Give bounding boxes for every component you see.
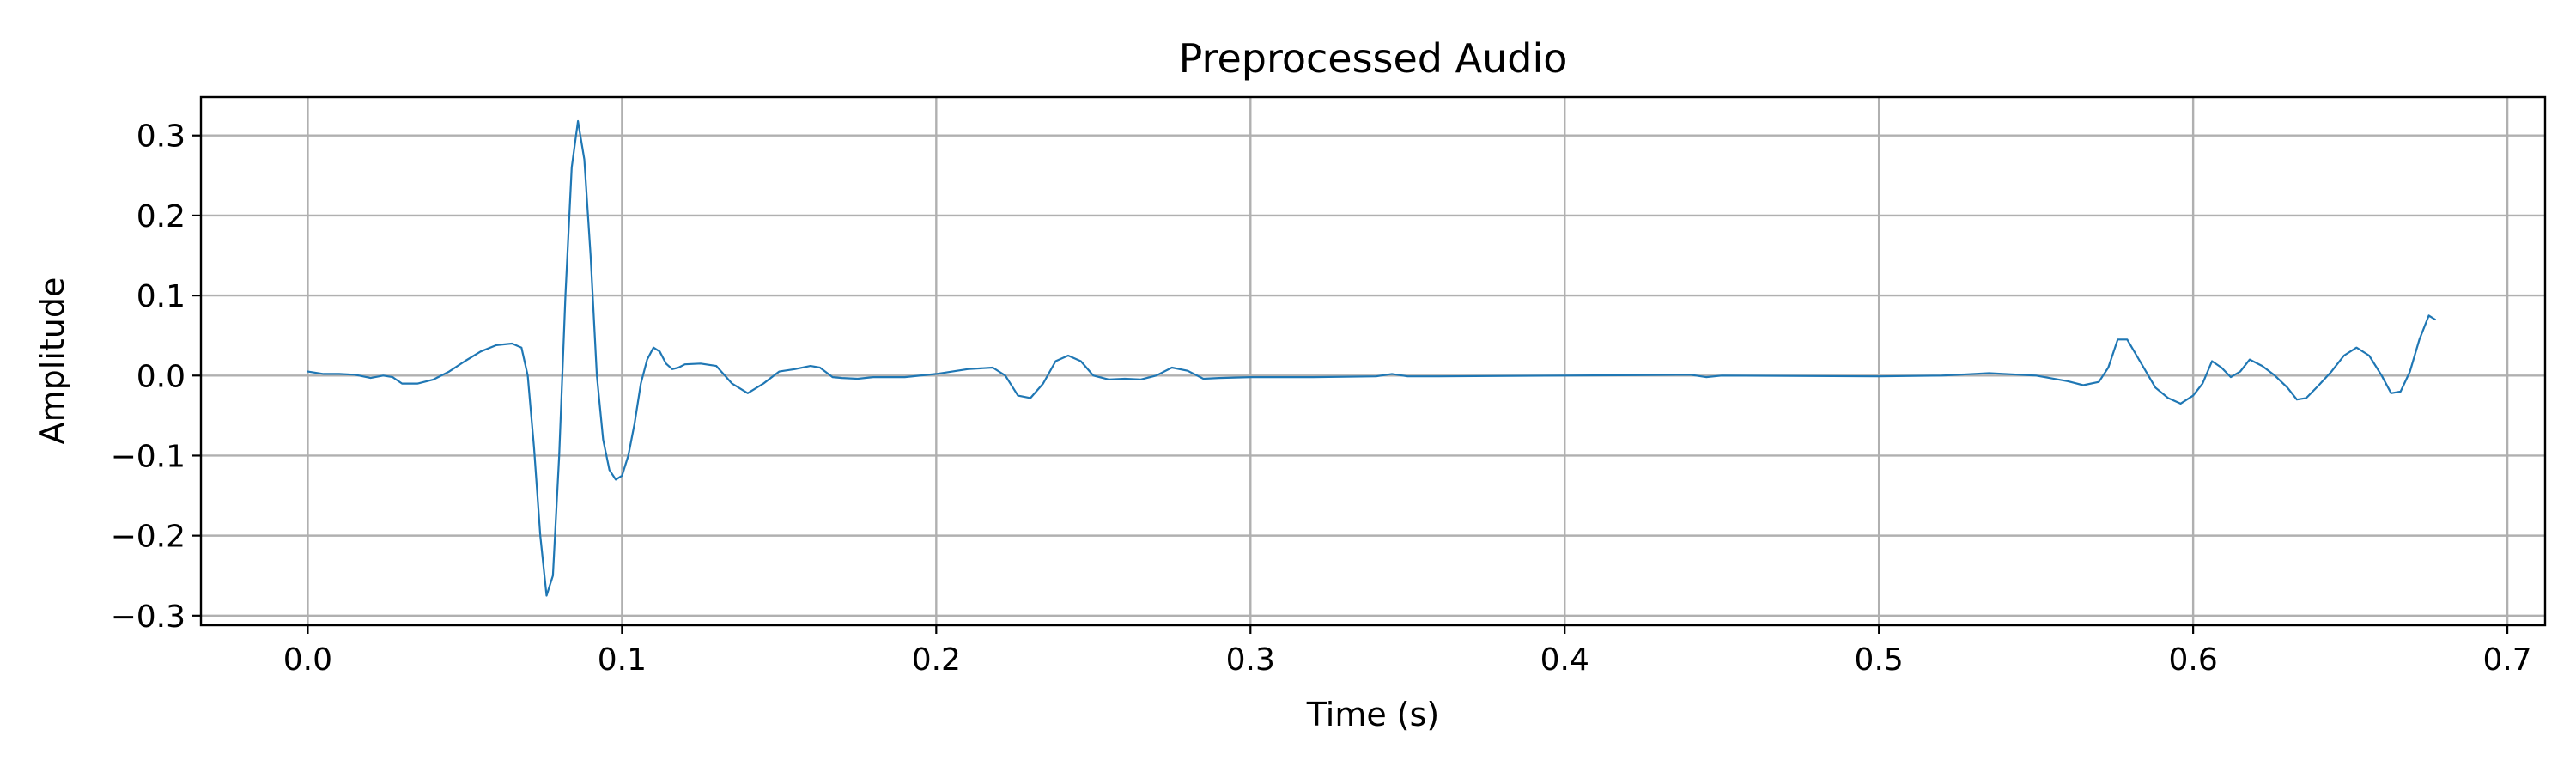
series-group <box>307 119 2436 597</box>
y-tick-label: 0.3 <box>137 119 185 155</box>
x-axis-label: Time (s) <box>1306 696 1440 733</box>
y-tick-label: 0.0 <box>137 359 185 394</box>
x-tick-label: 0.1 <box>598 642 647 678</box>
chart-title: Preprocessed Audio <box>1179 35 1568 82</box>
plot-area-frame <box>199 95 2547 627</box>
x-tick-label: 0.3 <box>1226 642 1275 678</box>
y-tick-label: −0.1 <box>111 439 185 474</box>
x-tick-label: 0.4 <box>1540 642 1589 678</box>
y-axis-ticks: 0.3 0.2 0.1 0.0 −0.1 −0.2 −0.3 <box>111 119 201 635</box>
x-tick-label: 0.6 <box>2169 642 2218 678</box>
y-tick-label: 0.2 <box>137 199 185 234</box>
x-axis-ticks: 0.0 0.1 0.2 0.3 0.4 0.5 0.6 0.7 <box>283 625 2532 678</box>
x-tick-label: 0.5 <box>1855 642 1904 678</box>
y-tick-label: 0.1 <box>137 279 185 314</box>
grid <box>201 97 2545 625</box>
series-line <box>307 119 2436 597</box>
x-tick-label: 0.7 <box>2482 642 2531 678</box>
y-tick-label: −0.3 <box>111 600 185 635</box>
y-tick-label: −0.2 <box>111 520 185 555</box>
y-axis-label: Amplitude <box>33 277 71 445</box>
x-tick-label: 0.0 <box>283 642 332 678</box>
x-tick-label: 0.2 <box>912 642 961 678</box>
